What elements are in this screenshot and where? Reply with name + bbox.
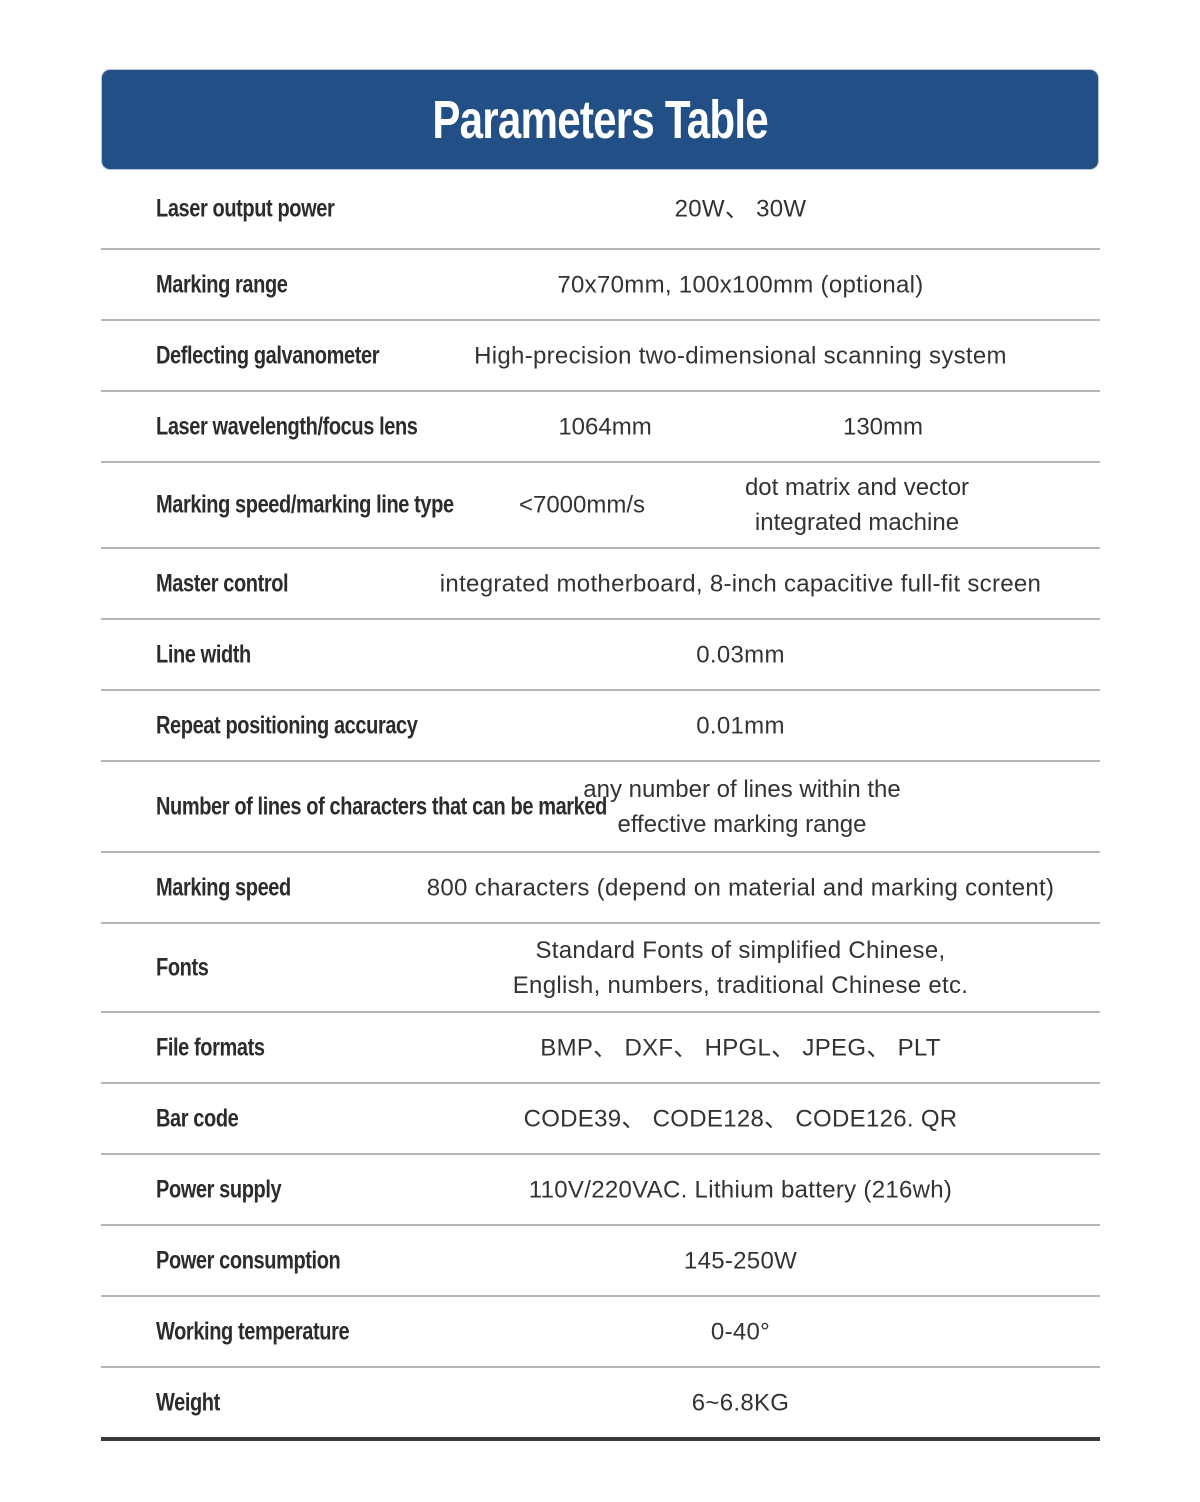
row-label: Number of lines of characters that can b… — [156, 792, 607, 820]
table-row: Deflecting galvanometer High-precision t… — [101, 321, 1100, 392]
row-value: 800 characters (depend on material and m… — [426, 874, 1055, 901]
table-row: Power supply 110V/220VAC. Lithium batter… — [101, 1155, 1100, 1226]
row-label: Marking speed/marking line type — [156, 490, 454, 519]
row-value: 6~6.8KG — [691, 1389, 790, 1416]
row-value: High-precision two-dimensional scanning … — [474, 342, 1007, 369]
row-label: Laser output power — [156, 194, 335, 223]
table-row: Repeat positioning accuracy 0.01mm — [101, 691, 1100, 762]
row-value: integrated motherboard, 8-inch capacitiv… — [439, 570, 1042, 597]
row-value: 20W、 30W — [674, 195, 807, 223]
row-label: Laser wavelength/focus lens — [156, 412, 418, 440]
value-line-1: Standard Fonts of simplified Chinese, — [535, 936, 946, 964]
table-row: Marking speed 800 characters (depend on … — [101, 853, 1100, 924]
row-label: Marking speed — [156, 873, 291, 901]
table-row: Laser output power 20W、 30W — [101, 170, 1100, 250]
row-label: Deflecting galvanometer — [156, 341, 380, 369]
row-value: 0-40° — [710, 1318, 771, 1345]
row-value-wavelength: 1064mm — [558, 413, 652, 440]
row-label: Marking range — [156, 270, 288, 298]
row-label: Master control — [156, 569, 289, 597]
value-line-2: effective marking range — [617, 810, 867, 838]
table-row: Marking speed/marking line type <7000mm/… — [101, 463, 1100, 549]
row-label: Fonts — [156, 953, 209, 981]
value-line-1: any number of lines within the — [583, 775, 901, 803]
row-label: Repeat positioning accuracy — [156, 711, 418, 739]
table-row: Weight 6~6.8KG — [101, 1368, 1100, 1441]
table-row: Line width 0.03mm — [101, 620, 1100, 691]
row-value: Standard Fonts of simplified Chinese, En… — [381, 933, 1100, 1003]
row-label: Line width — [156, 640, 251, 668]
table-row: Marking range 70x70mm, 100x100mm (option… — [101, 250, 1100, 321]
table-header: Parameters Table — [101, 69, 1099, 170]
table-row: Laser wavelength/focus lens 1064mm 130mm — [101, 392, 1100, 463]
row-value: any number of lines within the effective… — [583, 772, 901, 842]
row-label: Bar code — [156, 1104, 239, 1132]
value-line-2: integrated machine — [754, 509, 960, 536]
row-value: 110V/220VAC. Lithium battery (216wh) — [528, 1176, 953, 1203]
table-row: Number of lines of characters that can b… — [101, 762, 1100, 853]
value-line-1: dot matrix and vector — [744, 474, 970, 501]
row-value: CODE39、 CODE128、 CODE126. QR — [523, 1105, 958, 1132]
table-row: Master control integrated motherboard, 8… — [101, 549, 1100, 620]
row-value: 0.03mm — [696, 641, 785, 668]
value-line-2: English, numbers, traditional Chinese et… — [512, 971, 969, 999]
table-row: Bar code CODE39、 CODE128、 CODE126. QR — [101, 1084, 1100, 1155]
row-value: 0.01mm — [696, 712, 785, 739]
row-value: 70x70mm, 100x100mm (optional) — [557, 271, 924, 298]
table-row: File formats BMP、 DXF、 HPGL、 JPEG、 PLT — [101, 1013, 1100, 1084]
row-value-speed: <7000mm/s — [518, 491, 646, 519]
row-label: Weight — [156, 1388, 220, 1416]
row-value-line-type: dot matrix and vector integrated machine — [745, 470, 969, 540]
page-title: Parameters Table — [432, 89, 768, 150]
row-value: 145-250W — [683, 1247, 798, 1274]
row-label: Power consumption — [156, 1246, 341, 1274]
table-row: Working temperature 0-40° — [101, 1297, 1100, 1368]
row-label: Working temperature — [156, 1317, 350, 1345]
row-label: Power supply — [156, 1175, 282, 1203]
row-value-focus-lens: 130mm — [842, 413, 924, 440]
table-row: Fonts Standard Fonts of simplified Chine… — [101, 924, 1100, 1013]
row-value: BMP、 DXF、 HPGL、 JPEG、 PLT — [540, 1034, 941, 1061]
parameters-table: Laser output power 20W、 30W Marking rang… — [101, 170, 1100, 1441]
table-row: Power consumption 145-250W — [101, 1226, 1100, 1297]
row-label: File formats — [156, 1033, 265, 1061]
